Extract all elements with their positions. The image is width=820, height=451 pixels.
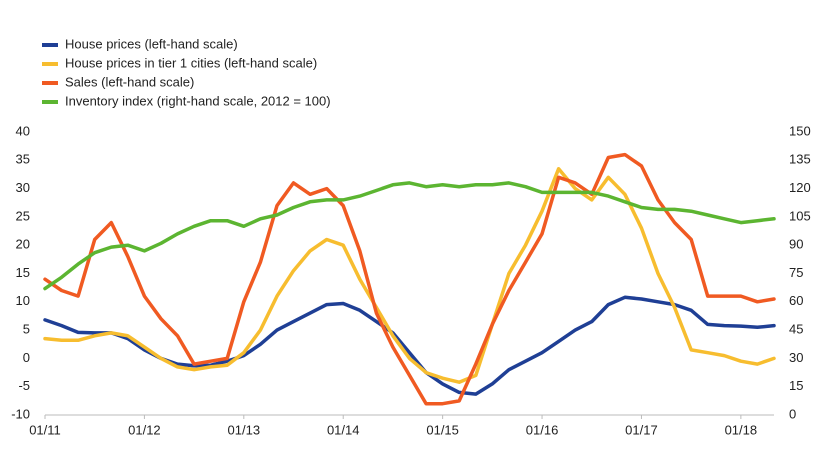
y2-tick-label: 30 xyxy=(789,350,803,365)
x-tick-label: 01/14 xyxy=(327,422,360,437)
y2-tick-label: 135 xyxy=(789,152,811,167)
x-tick-label: 01/13 xyxy=(228,422,261,437)
x-tick-label: 01/15 xyxy=(426,422,459,437)
legend-label: House prices (left-hand scale) xyxy=(65,36,238,51)
y2-tick-label: 75 xyxy=(789,265,803,280)
legend-label: Sales (left-hand scale) xyxy=(65,74,194,89)
legend-label: Inventory index (right-hand scale, 2012 … xyxy=(65,93,331,108)
y2-tick-label: 150 xyxy=(789,123,811,138)
x-tick-label: 01/17 xyxy=(625,422,658,437)
series-line xyxy=(43,167,776,384)
y-tick-label: 0 xyxy=(23,350,30,365)
y-tick-label: 30 xyxy=(16,180,30,195)
y-tick-label: 25 xyxy=(16,208,30,223)
y-tick-label: -5 xyxy=(18,378,30,393)
x-tick-label: 01/16 xyxy=(526,422,559,437)
y-tick-label: 35 xyxy=(16,152,30,167)
y-tick-label: 10 xyxy=(16,293,30,308)
y-tick-label: 20 xyxy=(16,237,30,252)
y2-tick-label: 0 xyxy=(789,406,796,421)
x-tick-label: 01/12 xyxy=(128,422,161,437)
x-tick-label: 01/11 xyxy=(29,422,61,437)
y2-tick-label: 105 xyxy=(789,208,811,223)
y2-tick-label: 90 xyxy=(789,237,803,252)
y2-tick-label: 120 xyxy=(789,180,811,195)
series-line xyxy=(43,181,776,291)
y2-tick-label: 60 xyxy=(789,293,803,308)
legend-label: House prices in tier 1 cities (left-hand… xyxy=(65,55,317,70)
y-tick-label: -10 xyxy=(11,406,30,421)
y-tick-label: 15 xyxy=(16,265,30,280)
series-line xyxy=(43,152,776,406)
x-tick-label: 01/18 xyxy=(725,422,758,437)
y-tick-label: 40 xyxy=(16,123,30,138)
y-tick-label: 5 xyxy=(23,322,30,337)
y2-tick-label: 45 xyxy=(789,322,803,337)
y2-tick-label: 15 xyxy=(789,378,803,393)
